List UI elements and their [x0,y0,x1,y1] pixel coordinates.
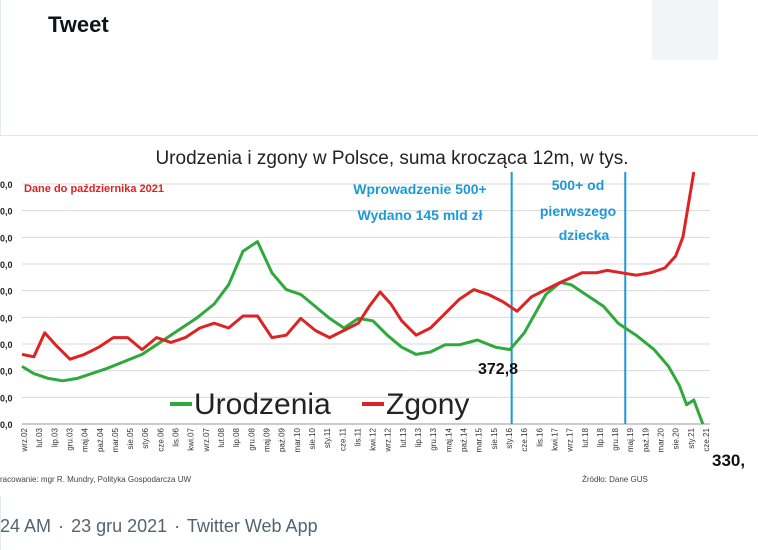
tweet-time[interactable]: 24 AM [0,516,52,536]
x-tick-label: mar.20 [657,427,666,452]
tweet-source: Twitter Web App [186,516,318,536]
x-tick-label: cze.06 [156,427,165,451]
value-label-end: 330, [712,451,745,470]
x-tick-label: paź.04 [96,427,105,452]
header-action-area[interactable] [652,0,718,60]
x-tick-label: lis.11 [353,427,362,446]
y-tick-label: 0,0 [0,367,13,377]
x-tick-label: cze.21 [702,427,711,451]
chart-footer-source: Źródło: Dane GUS [582,475,648,484]
x-tick-label: lut.13 [399,427,408,447]
y-tick-label: 0,0 [0,420,13,430]
chart: 0,0 0,0 0,0 0,0 0,0 0,0 0,0 0,0 0,0 0,0 wrz.02 lut.… [0,148,745,484]
legend-label-urodzenia: Urodzenia [194,388,331,421]
x-tick-label: gru.08 [247,427,256,450]
y-tick-label: 0,0 [0,393,13,403]
tweet-date[interactable]: 23 gru 2021 [71,516,168,536]
x-tick-label: cze.16 [520,427,529,451]
page-header: Tweet [0,0,758,50]
x-tick-label: gru.18 [611,427,620,450]
x-tick-label: gru.13 [429,427,438,450]
x-tick-label: wrz.07 [202,427,211,452]
x-tick-label: sty.11 [323,427,332,448]
annotation-policy2: 500+ od [552,177,605,193]
chart-note: Dane do października 2021 [24,183,164,195]
x-tick-label: lip.18 [596,427,605,447]
chart-footer-credit: racowanie: mgr R. Mundry, Polityka Gospo… [0,475,191,484]
annotation-policy1: Wydano 145 mld zł [358,207,483,223]
x-tick-label: lut.18 [581,427,590,447]
x-tick-label: maj.19 [626,427,635,452]
x-tick-label: lip.13 [414,427,423,447]
x-tick-label: lis.06 [172,427,181,446]
x-tick-label: kwi.17 [550,427,559,450]
x-tick-label: maj.09 [262,427,271,452]
x-tick-label: lut.03 [35,427,44,447]
x-tick-label: wrz.12 [384,427,393,452]
series-line-zgony [21,171,696,361]
x-tick-label: sty.21 [687,427,696,448]
x-tick-label: kwi.07 [187,427,196,450]
x-tick-label: wrz.17 [566,427,575,452]
meta-separator: · [58,516,65,536]
tweet-meta: 24 AM · 23 gru 2021 · Twitter Web App [0,516,320,537]
value-label-2016: 372,8 [478,361,518,378]
chart-title: Urodzenia i zgony w Polsce, suma krocząc… [155,148,628,169]
x-tick-label: sie.20 [672,427,681,449]
annotation-policy2: dziecka [559,227,610,243]
series-line-urodzenia [21,240,705,425]
x-tick-label: paź.14 [460,427,469,452]
x-tick-label: mar.05 [111,427,120,452]
y-tick-label: 0,0 [0,340,13,350]
y-tick-label: 0,0 [0,233,13,243]
y-tick-label: 0,0 [0,287,13,297]
tweet-image[interactable]: 0,0 0,0 0,0 0,0 0,0 0,0 0,0 0,0 0,0 0,0 wrz.02 lut.… [0,135,758,496]
x-tick-label: lip.03 [50,427,59,447]
x-tick-label: sty.16 [505,427,514,448]
x-tick-label: lut.08 [217,427,226,447]
y-tick-label: 0,0 [0,180,13,190]
annotation-policy1: Wprowadzenie 500+ [353,181,486,197]
x-tick-label: sie.05 [126,427,135,449]
x-tick-label: maj.04 [81,427,90,452]
x-tick-label: mar.15 [475,427,484,452]
x-tick-label: maj.14 [444,427,453,452]
x-tick-label: kwi.12 [369,427,378,450]
x-tick-label: mar.10 [293,427,302,452]
x-tick-label: gru.03 [65,427,74,450]
annotation-policy2: pierwszego [540,203,616,219]
x-tick-label: sie.15 [490,427,499,449]
page-title: Tweet [48,12,109,37]
y-tick-label: 0,0 [0,313,13,323]
x-tick-label: sie.10 [308,427,317,449]
x-tick-label: lis.16 [535,427,544,446]
legend-label-zgony: Zgony [386,388,469,421]
y-tick-label: 0,0 [0,207,13,217]
x-tick-label: wrz.02 [20,427,29,452]
y-tick-label: 0,0 [0,260,13,270]
x-tick-label: paź.19 [641,427,650,452]
x-tick-label: lip.08 [232,427,241,447]
x-tick-label: sty.06 [141,427,150,448]
x-tick-label: cze.11 [338,427,347,451]
x-tick-label: paź.09 [278,427,287,452]
meta-separator: · [174,516,181,536]
